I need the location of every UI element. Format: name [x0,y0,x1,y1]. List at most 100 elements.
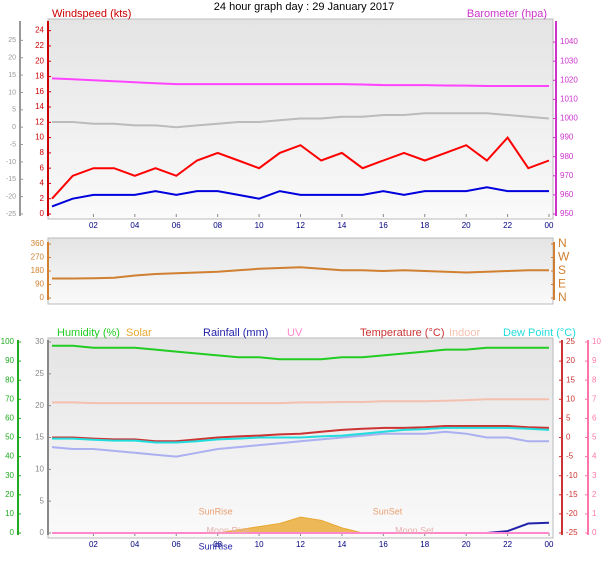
y2-tick-label: 1000 [560,114,578,123]
annotation: Moon Rise [207,525,250,535]
y-tick-label: 6 [40,163,45,172]
y2-tick-label: 1040 [560,37,578,46]
x-tick-label: 04 [130,540,139,549]
y-tick-label: 16 [35,87,44,96]
x-tick-label: 02 [89,221,98,230]
x-tick-label: 14 [337,540,346,549]
x-tick-label: 08 [213,221,222,230]
y-tick-label: 60 [5,414,14,423]
y4-tick-label: 3 [592,471,597,480]
y2-tick-label: 1020 [560,75,578,84]
y3-tick-label: 0 [40,528,45,537]
y3-tick-label: 20 [35,401,44,410]
legend-entry: Temperature (°C) [360,327,444,339]
y3-tick-label: 25 [8,37,16,44]
y2-tick-label: N [558,236,567,250]
y2-tick-label: 1030 [560,56,578,65]
y3-tick-label: 30 [35,337,44,346]
x-tick-label: 20 [462,221,471,230]
y2-tick-label: 960 [560,190,574,199]
y3-tick-label: 25 [35,369,44,378]
y2-tick-label: 10 [566,394,575,403]
y3-tick-label: 5 [12,107,16,114]
legend-entry: UV [287,327,303,339]
y3-tick-label: 20 [8,55,16,62]
y-tick-label: 0 [40,209,45,218]
y2-tick-label: E [558,277,566,291]
y-tick-label: 270 [31,253,45,262]
y2-tick-label: 25 [566,337,575,346]
y2-tick-label: -20 [566,509,578,518]
y-tick-label: 0 [10,528,15,537]
y-tick-label: 18 [35,72,44,81]
y-tick-label: 30 [5,471,14,480]
y-tick-label: 90 [35,280,44,289]
series-line [52,398,549,405]
y3-tick-label: -25 [6,211,16,218]
y-tick-label: 2 [40,194,45,203]
legend-entry: Dew Point (°C) [503,327,576,339]
x-tick-label: 02 [89,540,98,549]
y-tick-label: 80 [5,375,14,384]
y3-tick-label: -20 [6,193,16,200]
x-tick-label: 00 [545,221,554,230]
annotation: SunSet [373,506,403,516]
y3-tick-label: 15 [35,433,44,442]
y-tick-label: 20 [5,490,14,499]
x-tick-label: 00 [545,540,554,549]
series-line [52,344,549,361]
series-line [52,266,549,280]
y-tick-label: 8 [40,148,45,157]
y4-tick-label: 9 [592,356,597,365]
y-tick-label: 14 [35,102,44,111]
legend-entry: Humidity (%) [57,327,120,339]
y-tick-label: 12 [35,117,44,126]
y-tick-label: 0 [40,293,45,302]
y2-tick-label: 5 [566,414,571,423]
y-tick-label: 10 [5,509,14,518]
legend-entry: Rainfall (mm) [203,327,268,339]
y4-tick-label: 8 [592,375,597,384]
axis-title: Windspeed (kts) [52,8,131,20]
y3-tick-label: 10 [8,89,16,96]
y-tick-label: 70 [5,394,14,403]
y2-tick-label: -10 [566,471,578,480]
x-tick-label: 20 [462,540,471,549]
series-line [51,135,550,200]
y2-tick-label: 950 [560,209,574,218]
x-tick-label: 18 [420,540,429,549]
y2-tick-label: S [558,263,566,277]
y-tick-label: 24 [35,26,44,35]
y-tick-label: 100 [1,337,15,346]
y-tick-label: 20 [35,56,44,65]
y3-tick-label: 15 [8,72,16,79]
y2-tick-label: N [558,290,567,304]
page-title: 24 hour graph day : 29 January 2017 [214,1,394,13]
y3-tick-label: 5 [40,496,45,505]
y-tick-label: 22 [35,41,44,50]
series-line [52,425,550,443]
y4-tick-label: 10 [592,337,601,346]
y3-tick-label: 10 [35,464,44,473]
y2-tick-label: 1010 [560,95,578,104]
y4-tick-label: 7 [592,394,597,403]
y3-tick-label: 0 [12,124,16,131]
series-line [51,186,549,208]
x-tick-label: 10 [255,221,264,230]
y4-tick-label: 5 [592,433,597,442]
y2-tick-label: -5 [566,452,574,461]
y2-tick-label: 990 [560,133,574,142]
series-line [51,77,549,87]
y2-tick-label: 970 [560,171,574,180]
annotation: SunRise [199,506,233,516]
y3-tick-label: -5 [10,141,16,148]
x-tick-label: 16 [379,221,388,230]
y-tick-label: 40 [5,452,14,461]
y2-tick-label: 15 [566,375,575,384]
x-tick-label: 08 [213,540,222,549]
y4-tick-label: 1 [592,509,597,518]
y-tick-label: 4 [40,179,45,188]
x-tick-label: 06 [172,221,181,230]
y-tick-label: 90 [5,356,14,365]
